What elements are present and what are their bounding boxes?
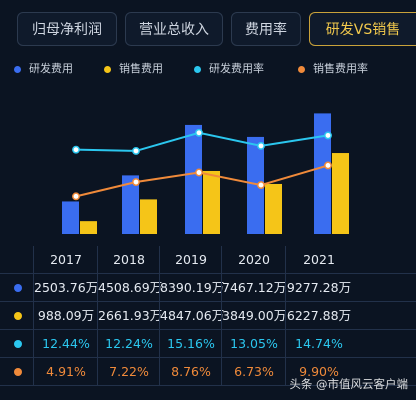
bar-sales-2020 <box>265 183 282 234</box>
table-header-row: 2017 2018 2019 2020 2021 <box>0 246 416 274</box>
table-header-cell: 2019 <box>175 252 207 267</box>
table-header-cell: 2020 <box>238 252 270 267</box>
table-cell: 4847.06万 <box>160 308 225 323</box>
table-row: 2503.76万 4508.69万 8390.19万 7467.12万 9277.28万 <box>0 274 416 302</box>
bar-sales-2018 <box>140 199 157 234</box>
point-sales-ratio-2017 <box>72 192 80 201</box>
table-cell: 14.74% <box>295 336 343 351</box>
point-sales-ratio-2021 <box>324 161 332 170</box>
table-cell: 3849.00万 <box>222 308 287 323</box>
legend-item-sales: 销售费用 <box>104 60 163 76</box>
table-cell: 15.16% <box>167 336 215 351</box>
table-header-cell: 2018 <box>113 252 145 267</box>
table-cell: 8.76% <box>171 364 211 379</box>
series-color-dot <box>14 284 22 292</box>
table-cell: 7.22% <box>109 364 149 379</box>
bar-sales-2017 <box>80 221 97 234</box>
table-divider <box>221 246 222 386</box>
table-cell: 2503.76万 <box>34 280 99 295</box>
tab-total-revenue[interactable]: 营业总收入 <box>125 12 223 46</box>
point-rd-ratio-2018 <box>132 146 140 155</box>
legend-label-rd: 研发费用 <box>29 62 73 75</box>
table-row: 988.09万 2661.93万 4847.06万 3849.00万 6227.88万 <box>0 302 416 330</box>
point-rd-ratio-2021 <box>324 131 332 140</box>
table-cell: 7467.12万 <box>222 280 287 295</box>
table-header-cell: 2017 <box>50 252 82 267</box>
legend-label-sales: 销售费用 <box>119 62 163 75</box>
point-sales-ratio-2019 <box>195 168 203 177</box>
legend-item-rd: 研发费用 <box>14 60 73 76</box>
legend-item-sales-ratio: 销售费用率 <box>298 60 368 76</box>
table-cell: 6227.88万 <box>286 308 352 323</box>
point-sales-ratio-2020 <box>257 181 265 190</box>
table-divider <box>97 246 98 386</box>
table-divider <box>159 246 160 386</box>
table-cell: 8390.19万 <box>160 280 225 295</box>
bar-rd-2018 <box>122 175 139 234</box>
table-cell: 6.73% <box>234 364 274 379</box>
combo-chart <box>62 113 349 234</box>
table-cell: 4508.69万 <box>98 280 163 295</box>
table-cell: 12.44% <box>42 336 90 351</box>
table-divider <box>285 246 286 386</box>
legend-label-rd-ratio: 研发费用率 <box>209 62 264 75</box>
bar-rd-2017 <box>62 201 79 234</box>
tab-expense-ratio[interactable]: 费用率 <box>231 12 301 46</box>
table-cell: 12.24% <box>105 336 153 351</box>
table-row: 12.44% 12.24% 15.16% 13.05% 14.74% <box>0 330 416 358</box>
table-cell: 2661.93万 <box>98 308 163 323</box>
tab-bar: 归母净利润 营业总收入 费用率 研发VS销售 <box>0 0 416 62</box>
bar-sales-2019 <box>203 170 220 234</box>
point-sales-ratio-2018 <box>132 178 140 186</box>
bar-rd-2020 <box>247 136 264 234</box>
point-rd-ratio-2019 <box>195 128 203 137</box>
table-divider <box>33 246 34 386</box>
table-cell: 9277.28万 <box>286 280 352 295</box>
series-color-dot <box>14 312 22 320</box>
table-cell: 9.90% <box>299 364 339 379</box>
data-table: 2017 2018 2019 2020 2021 2503.76万 4508.69万 8390… <box>0 246 416 386</box>
legend-label-sales-ratio: 销售费用率 <box>313 62 368 75</box>
legend-item-rd-ratio: 研发费用率 <box>194 60 264 76</box>
table-cell: 13.05% <box>230 336 278 351</box>
tab-rd-vs-sales[interactable]: 研发VS销售 <box>309 12 416 46</box>
point-rd-ratio-2017 <box>72 145 80 154</box>
legend-dot-sales-ratio <box>298 65 305 73</box>
legend-dot-rd-ratio <box>194 65 201 73</box>
bar-rd-2019 <box>185 124 202 234</box>
point-rd-ratio-2020 <box>257 141 265 150</box>
series-color-dot <box>14 368 22 376</box>
tab-net-profit[interactable]: 归母净利润 <box>17 12 117 46</box>
table-cell: 988.09万 <box>37 308 95 323</box>
table-row: 4.91% 7.22% 8.76% 6.73% 9.90% <box>0 358 416 386</box>
table-header-cell: 2021 <box>303 252 335 267</box>
watermark-text: 头条 @市值风云客户端 <box>289 377 408 391</box>
legend-dot-sales <box>104 65 111 73</box>
series-color-dot <box>14 340 22 348</box>
bar-rd-2021 <box>314 113 331 234</box>
table-cell: 4.91% <box>46 364 86 379</box>
legend-dot-rd <box>14 65 21 73</box>
bar-sales-2021 <box>332 153 349 234</box>
